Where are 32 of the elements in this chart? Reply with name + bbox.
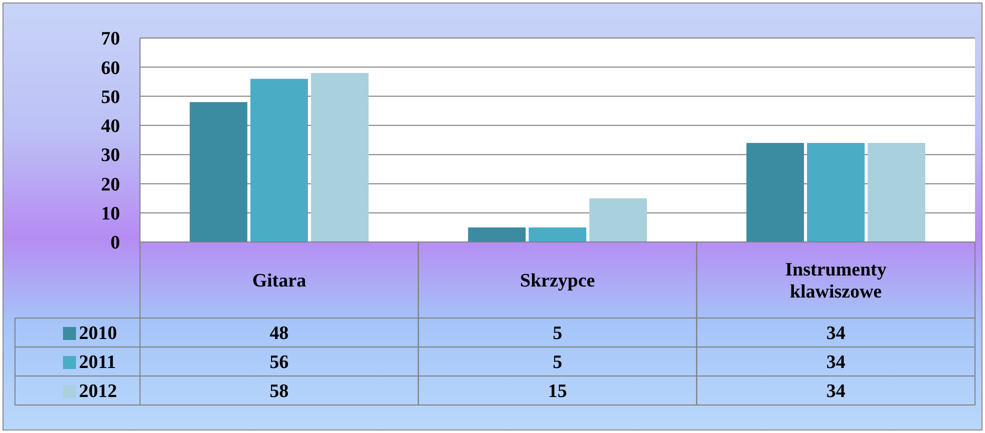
- y-tick-label: 40: [101, 116, 120, 138]
- data-label: 34: [826, 352, 846, 374]
- bar: [589, 198, 647, 242]
- x-tick-label: Skrzypce: [520, 270, 595, 292]
- y-tick-label: 10: [101, 204, 120, 225]
- legend-label: 2012: [79, 381, 117, 402]
- data-label: 15: [548, 381, 567, 402]
- data-label: 34: [826, 323, 846, 344]
- data-label: 5: [552, 352, 562, 374]
- bar: [311, 72, 369, 242]
- data-label: 56: [270, 352, 289, 374]
- bar: [746, 142, 804, 242]
- bar: [468, 227, 526, 242]
- bar: [868, 142, 926, 242]
- data-label: 5: [552, 323, 562, 344]
- data-label: 58: [270, 381, 289, 402]
- y-tick-label: 70: [101, 28, 120, 50]
- x-tick-label: Gitara: [252, 270, 307, 292]
- bar: [528, 227, 586, 242]
- y-tick-label: 50: [101, 86, 120, 108]
- y-tick-label: 0: [110, 232, 120, 254]
- legend-label: 2011: [79, 352, 116, 374]
- data-label: 34: [826, 381, 846, 402]
- bar: [190, 102, 248, 242]
- y-tick-label: 60: [101, 58, 120, 79]
- y-tick-label: 30: [101, 145, 120, 166]
- x-tick-label: Instrumenty klawiszowe: [785, 260, 887, 303]
- bar: [807, 142, 865, 242]
- bar: [250, 78, 308, 242]
- legend-label: 2010: [79, 323, 117, 344]
- data-label: 48: [270, 323, 289, 344]
- y-tick-label: 20: [101, 174, 120, 196]
